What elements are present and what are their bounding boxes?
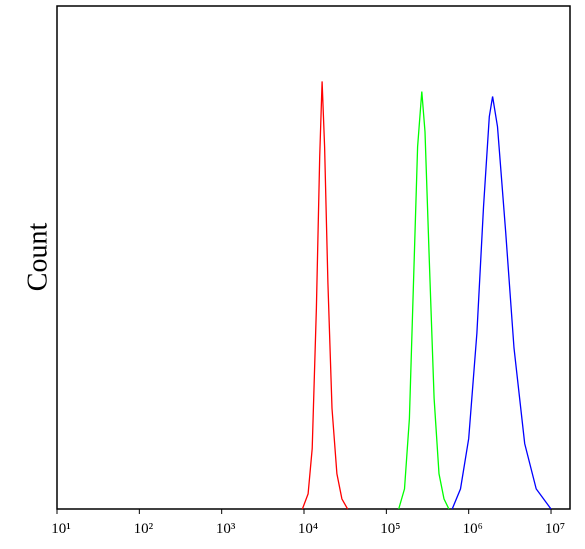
x-tick-label: 10⁶ (463, 521, 483, 537)
x-tick-label: 10² (134, 521, 154, 537)
plot-frame (56, 5, 571, 510)
y-axis-label: Count (22, 223, 53, 292)
x-tick-label: 10⁷ (545, 521, 565, 537)
histogram-line (398, 91, 450, 510)
x-tick-label: 10³ (216, 521, 236, 537)
histogram-line (301, 81, 349, 510)
x-tick-label: 10¹ (51, 521, 71, 537)
x-tick-label: 10⁵ (380, 521, 400, 537)
x-tick-label: 10⁴ (298, 521, 318, 537)
histogram-line (451, 96, 552, 510)
